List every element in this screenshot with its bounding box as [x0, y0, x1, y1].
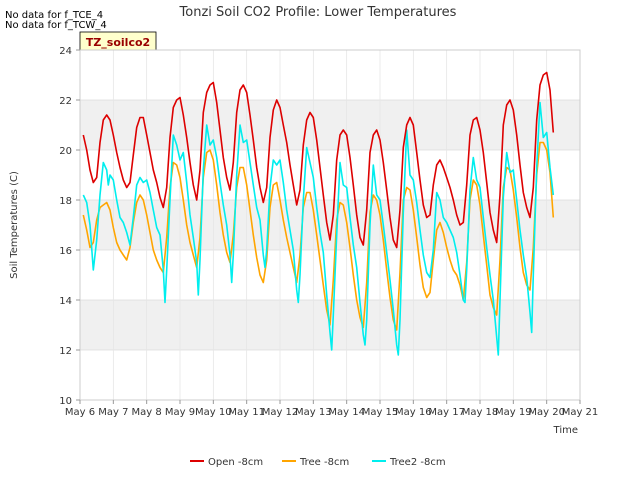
y-tick-label: 18	[59, 196, 72, 207]
no-data-note: No data for f_TCE_4	[5, 10, 103, 21]
legend-label: Tree2 -8cm	[389, 457, 446, 468]
y-tick-label: 12	[59, 346, 72, 357]
legend-label: Open -8cm	[208, 457, 263, 468]
x-axis-label: Time	[553, 425, 578, 436]
series-line-open-8cm	[82, 71, 555, 249]
x-tick-label: May 19	[495, 407, 532, 418]
x-tick-label: May 21	[562, 407, 599, 418]
x-tick-label: May 11	[228, 407, 265, 418]
x-tick-label: May 8	[132, 407, 162, 418]
chart-title: Tonzi Soil CO2 Profile: Lower Temperatur…	[179, 5, 457, 20]
legend-label: Tree -8cm	[299, 457, 349, 468]
x-tick-label: May 6	[65, 407, 95, 418]
x-tick-label: May 18	[462, 407, 499, 418]
series-line-tree2-8cm	[82, 101, 555, 356]
y-tick-label: 24	[59, 46, 72, 57]
x-tick-label: May 13	[295, 407, 332, 418]
x-tick-label: May 9	[165, 407, 195, 418]
x-tick-label: May 15	[362, 407, 399, 418]
x-tick-label: May 17	[428, 407, 465, 418]
grid-band	[80, 200, 580, 250]
series-line-tree-8cm	[82, 141, 555, 331]
tag-label-text: TZ_soilco2	[86, 36, 150, 49]
x-tick-label: May 7	[98, 407, 128, 418]
y-tick-label: 20	[59, 146, 72, 157]
x-tick-label: May 14	[328, 407, 365, 418]
y-tick-label: 10	[59, 396, 72, 407]
y-tick-label: 16	[59, 246, 72, 257]
y-tick-label: 22	[59, 96, 72, 107]
tag-label: TZ_soilco2	[79, 31, 157, 51]
y-tick-label: 14	[59, 296, 72, 307]
x-tick-label: May 16	[395, 407, 432, 418]
plot-area	[79, 49, 581, 401]
x-tick-label: May 12	[262, 407, 299, 418]
y-axis-label: Soil Temperatures (C)	[9, 171, 20, 279]
legend: Open -8cm Tree -8cm Tree2 -8cm	[190, 457, 446, 468]
x-tick-label: May 20	[528, 407, 565, 418]
grid-band	[80, 100, 580, 150]
x-tick-label: May 10	[195, 407, 232, 418]
no-data-note: No data for f_TCW_4	[5, 20, 107, 31]
